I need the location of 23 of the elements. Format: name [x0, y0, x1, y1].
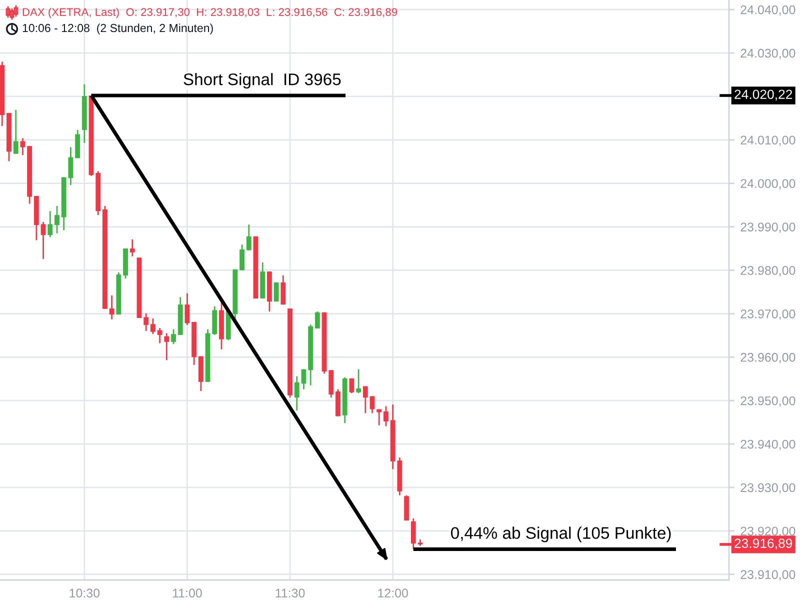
text: 10:06 - 12:08 (2 Stunden, 2 Minuten) [22, 24, 213, 34]
y-tick-label: 24.000,00 [740, 179, 796, 190]
y-tick-label: 23.960,00 [740, 352, 796, 364]
x-tick-label: 10:30 [70, 588, 100, 598]
x-tick-label: 12:00 [378, 588, 408, 598]
y-tick-label: 24.040,00 [740, 5, 796, 16]
annotation: 0,44% ab Signal (105 Punkte) [451, 526, 671, 542]
text: DAX (XETRA, Last) O: 23.917,30 H: 23.918,03 L: 23.916,56 C: 23.916,89 [22, 8, 398, 18]
y-tick-label: 23.940,00 [740, 440, 796, 450]
y-tick-label: 23.930,00 [740, 483, 796, 494]
y-tick-label: 23.920,00 [740, 526, 796, 538]
annotation: Short Signal ID 3965 [184, 73, 341, 89]
y-tick-label: 23.990,00 [740, 222, 796, 233]
y-tick-label: 23.970,00 [740, 309, 796, 320]
ref-line-label: 24.020,22 [734, 90, 792, 101]
y-tick-label: 23.980,00 [740, 266, 796, 276]
y-tick-label: 23.950,00 [740, 396, 796, 407]
y-tick-label: 24.010,00 [740, 136, 796, 146]
x-tick-label: 11:00 [172, 588, 202, 598]
y-tick-label: 23.910,00 [740, 570, 796, 580]
ref-line-label: 23.916,89 [734, 538, 792, 550]
y-tick-label: 24.030,00 [740, 48, 796, 60]
x-tick-label: 11:30 [276, 588, 305, 598]
